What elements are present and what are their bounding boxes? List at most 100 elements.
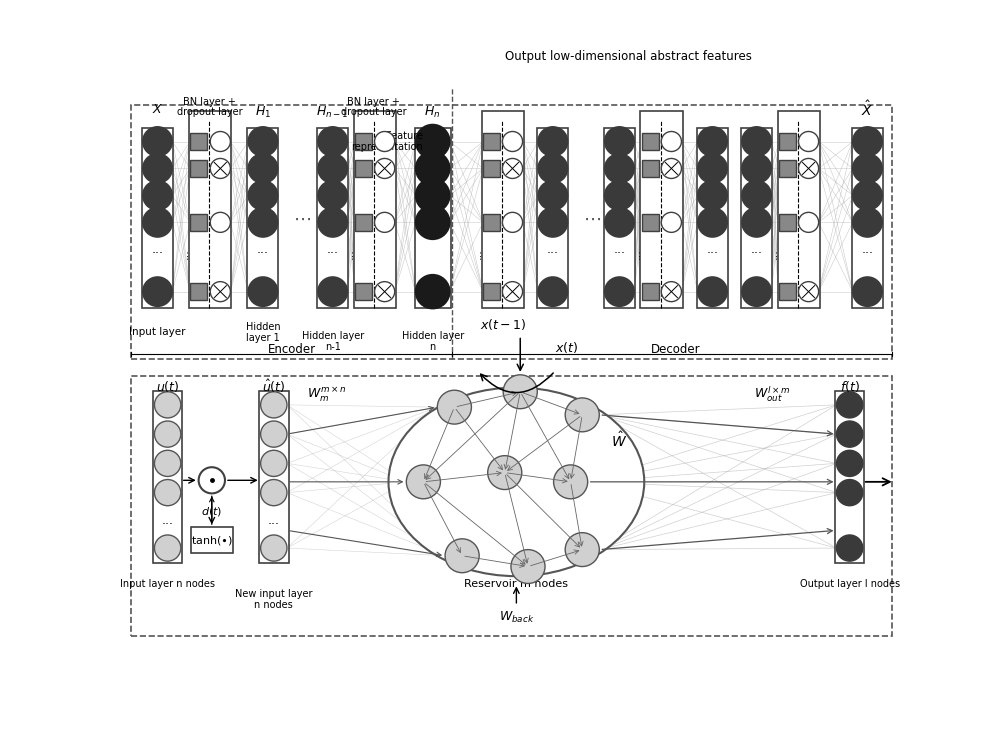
FancyBboxPatch shape [259, 391, 289, 564]
Text: ...: ... [257, 243, 269, 255]
Circle shape [199, 467, 225, 493]
Text: ...: ... [547, 243, 559, 255]
FancyBboxPatch shape [852, 128, 883, 308]
Bar [190, 133, 207, 150]
Bar [779, 214, 796, 231]
Circle shape [445, 539, 479, 573]
Text: Input layer: Input layer [129, 328, 186, 337]
Circle shape [538, 277, 568, 307]
Circle shape [261, 421, 287, 447]
Text: $f(t)$: $f(t)$ [840, 379, 860, 394]
Text: Output low-dimensional abstract features: Output low-dimensional abstract features [505, 50, 752, 63]
Bar [779, 160, 796, 177]
Circle shape [836, 392, 863, 418]
Circle shape [502, 131, 523, 152]
Circle shape [154, 392, 181, 418]
FancyBboxPatch shape [640, 112, 683, 308]
Circle shape [554, 465, 588, 499]
Bar [190, 283, 207, 300]
Circle shape [511, 550, 545, 583]
Text: Feature
representation: Feature representation [352, 131, 423, 153]
Circle shape [502, 282, 523, 301]
Circle shape [698, 154, 727, 183]
Text: $\hat{X}$: $\hat{X}$ [861, 99, 874, 119]
Circle shape [853, 277, 882, 307]
Circle shape [248, 277, 278, 307]
Circle shape [318, 154, 347, 183]
Bar [483, 160, 500, 177]
Text: dropout layer: dropout layer [341, 107, 407, 117]
Circle shape [742, 127, 771, 156]
Circle shape [488, 456, 522, 490]
Text: ...: ... [473, 247, 483, 258]
Text: ...: ... [861, 243, 873, 255]
Text: $\hat{W}$: $\hat{W}$ [611, 431, 628, 450]
Circle shape [605, 277, 634, 307]
Circle shape [836, 421, 863, 447]
Circle shape [210, 131, 230, 152]
Circle shape [661, 282, 681, 301]
Circle shape [565, 398, 599, 431]
Circle shape [261, 535, 287, 561]
Text: $\tanh(\bullet)$: $\tanh(\bullet)$ [191, 534, 233, 547]
Text: ...: ... [345, 247, 355, 258]
Circle shape [248, 181, 278, 210]
Text: $H_1$: $H_1$ [255, 104, 271, 120]
Text: Output layer l nodes: Output layer l nodes [800, 579, 900, 589]
Circle shape [318, 181, 347, 210]
FancyBboxPatch shape [604, 128, 635, 308]
Circle shape [261, 450, 287, 477]
Circle shape [565, 533, 599, 566]
Circle shape [836, 480, 863, 506]
Circle shape [698, 208, 727, 237]
Text: ...: ... [844, 514, 856, 527]
Text: $d(t)$: $d(t)$ [201, 504, 222, 518]
Circle shape [798, 282, 819, 301]
Bar [642, 160, 659, 177]
Text: $x(t-1)$: $x(t-1)$ [480, 318, 527, 332]
Text: ...: ... [706, 243, 718, 255]
Text: BN layer +: BN layer + [347, 97, 400, 107]
Text: $u(t)$: $u(t)$ [156, 379, 179, 394]
Circle shape [416, 178, 450, 212]
Text: ...: ... [180, 247, 190, 258]
Circle shape [210, 282, 230, 301]
Text: $W_{back}$: $W_{back}$ [499, 610, 534, 625]
Text: ...: ... [769, 247, 779, 258]
Bar [779, 133, 796, 150]
Circle shape [154, 480, 181, 506]
Text: Hidden layer
n-1: Hidden layer n-1 [302, 331, 364, 353]
Circle shape [248, 154, 278, 183]
Text: $x(t)$: $x(t)$ [555, 340, 578, 356]
FancyBboxPatch shape [415, 128, 450, 308]
Circle shape [853, 181, 882, 210]
Circle shape [605, 208, 634, 237]
FancyBboxPatch shape [247, 128, 278, 308]
Circle shape [416, 125, 450, 158]
Circle shape [853, 208, 882, 237]
Circle shape [143, 181, 172, 210]
FancyBboxPatch shape [697, 128, 728, 308]
Bar [355, 160, 372, 177]
Circle shape [836, 450, 863, 477]
Text: ...: ... [268, 514, 280, 527]
FancyBboxPatch shape [142, 128, 173, 308]
Circle shape [605, 181, 634, 210]
Text: ...: ... [162, 514, 174, 527]
Circle shape [143, 277, 172, 307]
Circle shape [853, 127, 882, 156]
Circle shape [742, 208, 771, 237]
Circle shape [318, 127, 347, 156]
Circle shape [538, 181, 568, 210]
Circle shape [538, 154, 568, 183]
Text: ...: ... [632, 247, 642, 258]
Text: ...: ... [327, 243, 339, 255]
FancyBboxPatch shape [741, 128, 772, 308]
FancyBboxPatch shape [835, 391, 864, 564]
Circle shape [698, 277, 727, 307]
FancyBboxPatch shape [317, 128, 348, 308]
Circle shape [154, 450, 181, 477]
FancyBboxPatch shape [537, 128, 568, 308]
Text: Hidden
layer 1: Hidden layer 1 [246, 322, 280, 343]
Circle shape [538, 208, 568, 237]
